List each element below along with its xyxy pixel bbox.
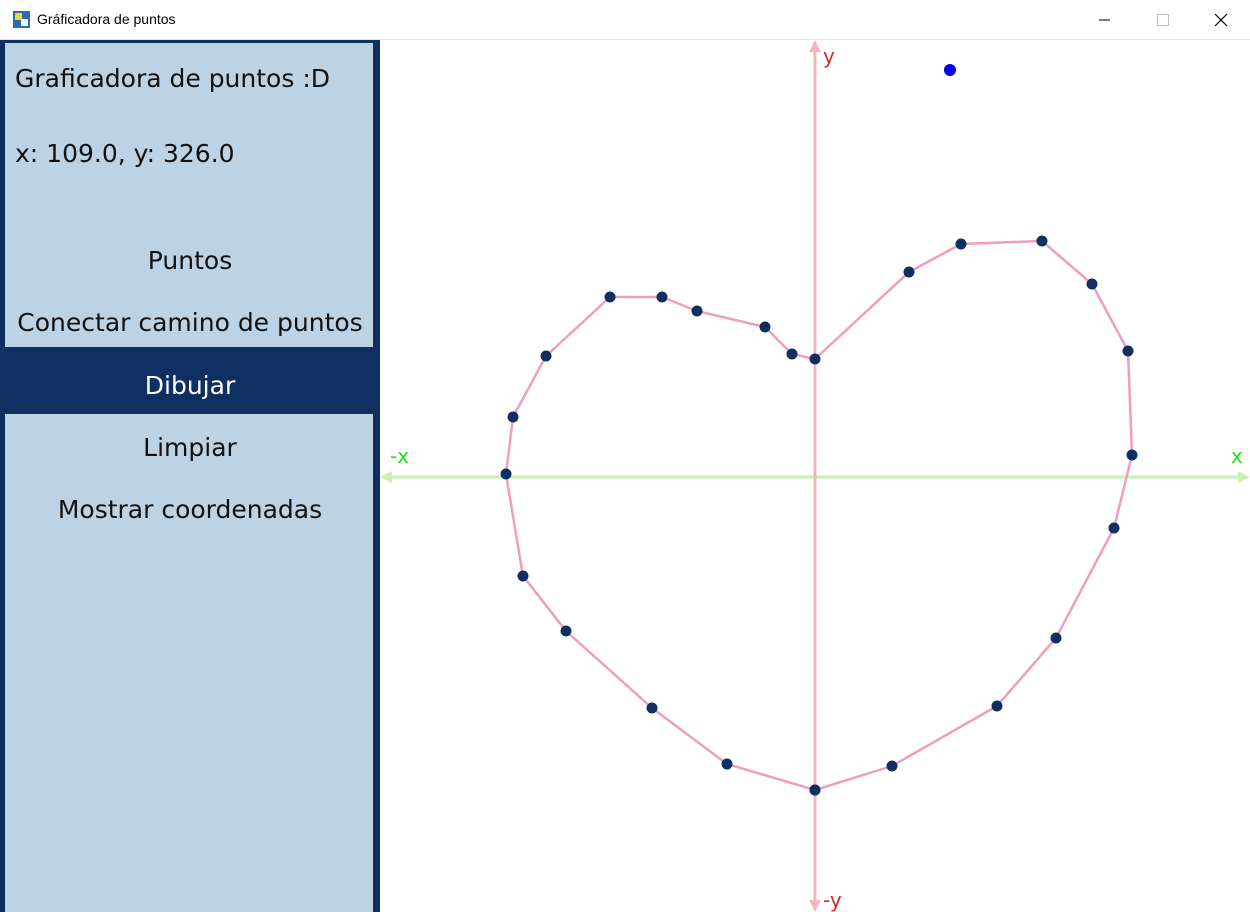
plot-point — [560, 625, 572, 637]
plot-point — [1036, 235, 1048, 247]
plot-point — [991, 700, 1003, 712]
y-axis-arrow-down — [809, 900, 821, 912]
sidebar-bottom-panel — [5, 414, 373, 912]
x-axis-arrow-right — [1238, 471, 1250, 483]
plot-point — [759, 321, 771, 333]
y-axis-arrow-up — [809, 40, 821, 52]
minimize-icon — [1099, 19, 1110, 21]
plot-point — [500, 468, 512, 480]
x-axis-arrow-left — [380, 471, 392, 483]
plot-point — [1050, 632, 1062, 644]
plot-point — [691, 305, 703, 317]
close-icon — [1214, 13, 1228, 27]
sidebar-top-panel — [5, 43, 373, 347]
connect-path-button[interactable]: Conectar camino de puntos — [17, 308, 363, 337]
maximize-icon — [1157, 14, 1169, 26]
plot-point — [540, 350, 552, 362]
cursor-point — [944, 64, 956, 76]
plot-point — [809, 353, 821, 365]
plot-point — [604, 291, 616, 303]
show-coordinates-button[interactable]: Mostrar coordenadas — [57, 495, 323, 524]
sidebar: Graficadora de puntos :D x: 109.0, y: 32… — [0, 40, 380, 912]
y-positive-label: y — [823, 44, 835, 68]
x-negative-label: -x — [390, 444, 410, 468]
clear-button[interactable]: Limpiar — [143, 433, 237, 462]
window-title: Gráficadora de puntos — [37, 11, 176, 27]
plot-point — [1108, 522, 1120, 534]
y-negative-label: -y — [823, 888, 842, 912]
plot-point — [1126, 449, 1138, 461]
plot-point — [955, 238, 967, 250]
plot-point — [646, 702, 658, 714]
plot-point — [786, 348, 798, 360]
x-positive-label: x — [1231, 444, 1243, 468]
plot-point — [886, 760, 898, 772]
connected-path — [504, 239, 1134, 792]
close-button[interactable] — [1192, 0, 1250, 40]
coordinates-readout: x: 109.0, y: 326.0 — [15, 139, 235, 168]
maximize-button[interactable] — [1134, 0, 1192, 40]
plot-point — [517, 570, 529, 582]
python-icon — [13, 11, 30, 28]
draw-button[interactable]: Dibujar — [144, 371, 236, 400]
title-bar: Gráficadora de puntos — [0, 0, 1250, 40]
plot-point — [1086, 278, 1098, 290]
plot-point — [1122, 345, 1134, 357]
plot-point — [656, 291, 668, 303]
plot-point — [809, 784, 821, 796]
plot-point — [507, 411, 519, 423]
app-heading: Graficadora de puntos :D — [15, 64, 330, 93]
points-button[interactable]: Puntos — [147, 246, 233, 275]
minimize-button[interactable] — [1076, 0, 1134, 40]
plot-canvas[interactable]: -x x y -y — [380, 40, 1250, 912]
plot-point — [903, 266, 915, 278]
plot-point — [721, 758, 733, 770]
plot-svg[interactable] — [380, 40, 1250, 912]
